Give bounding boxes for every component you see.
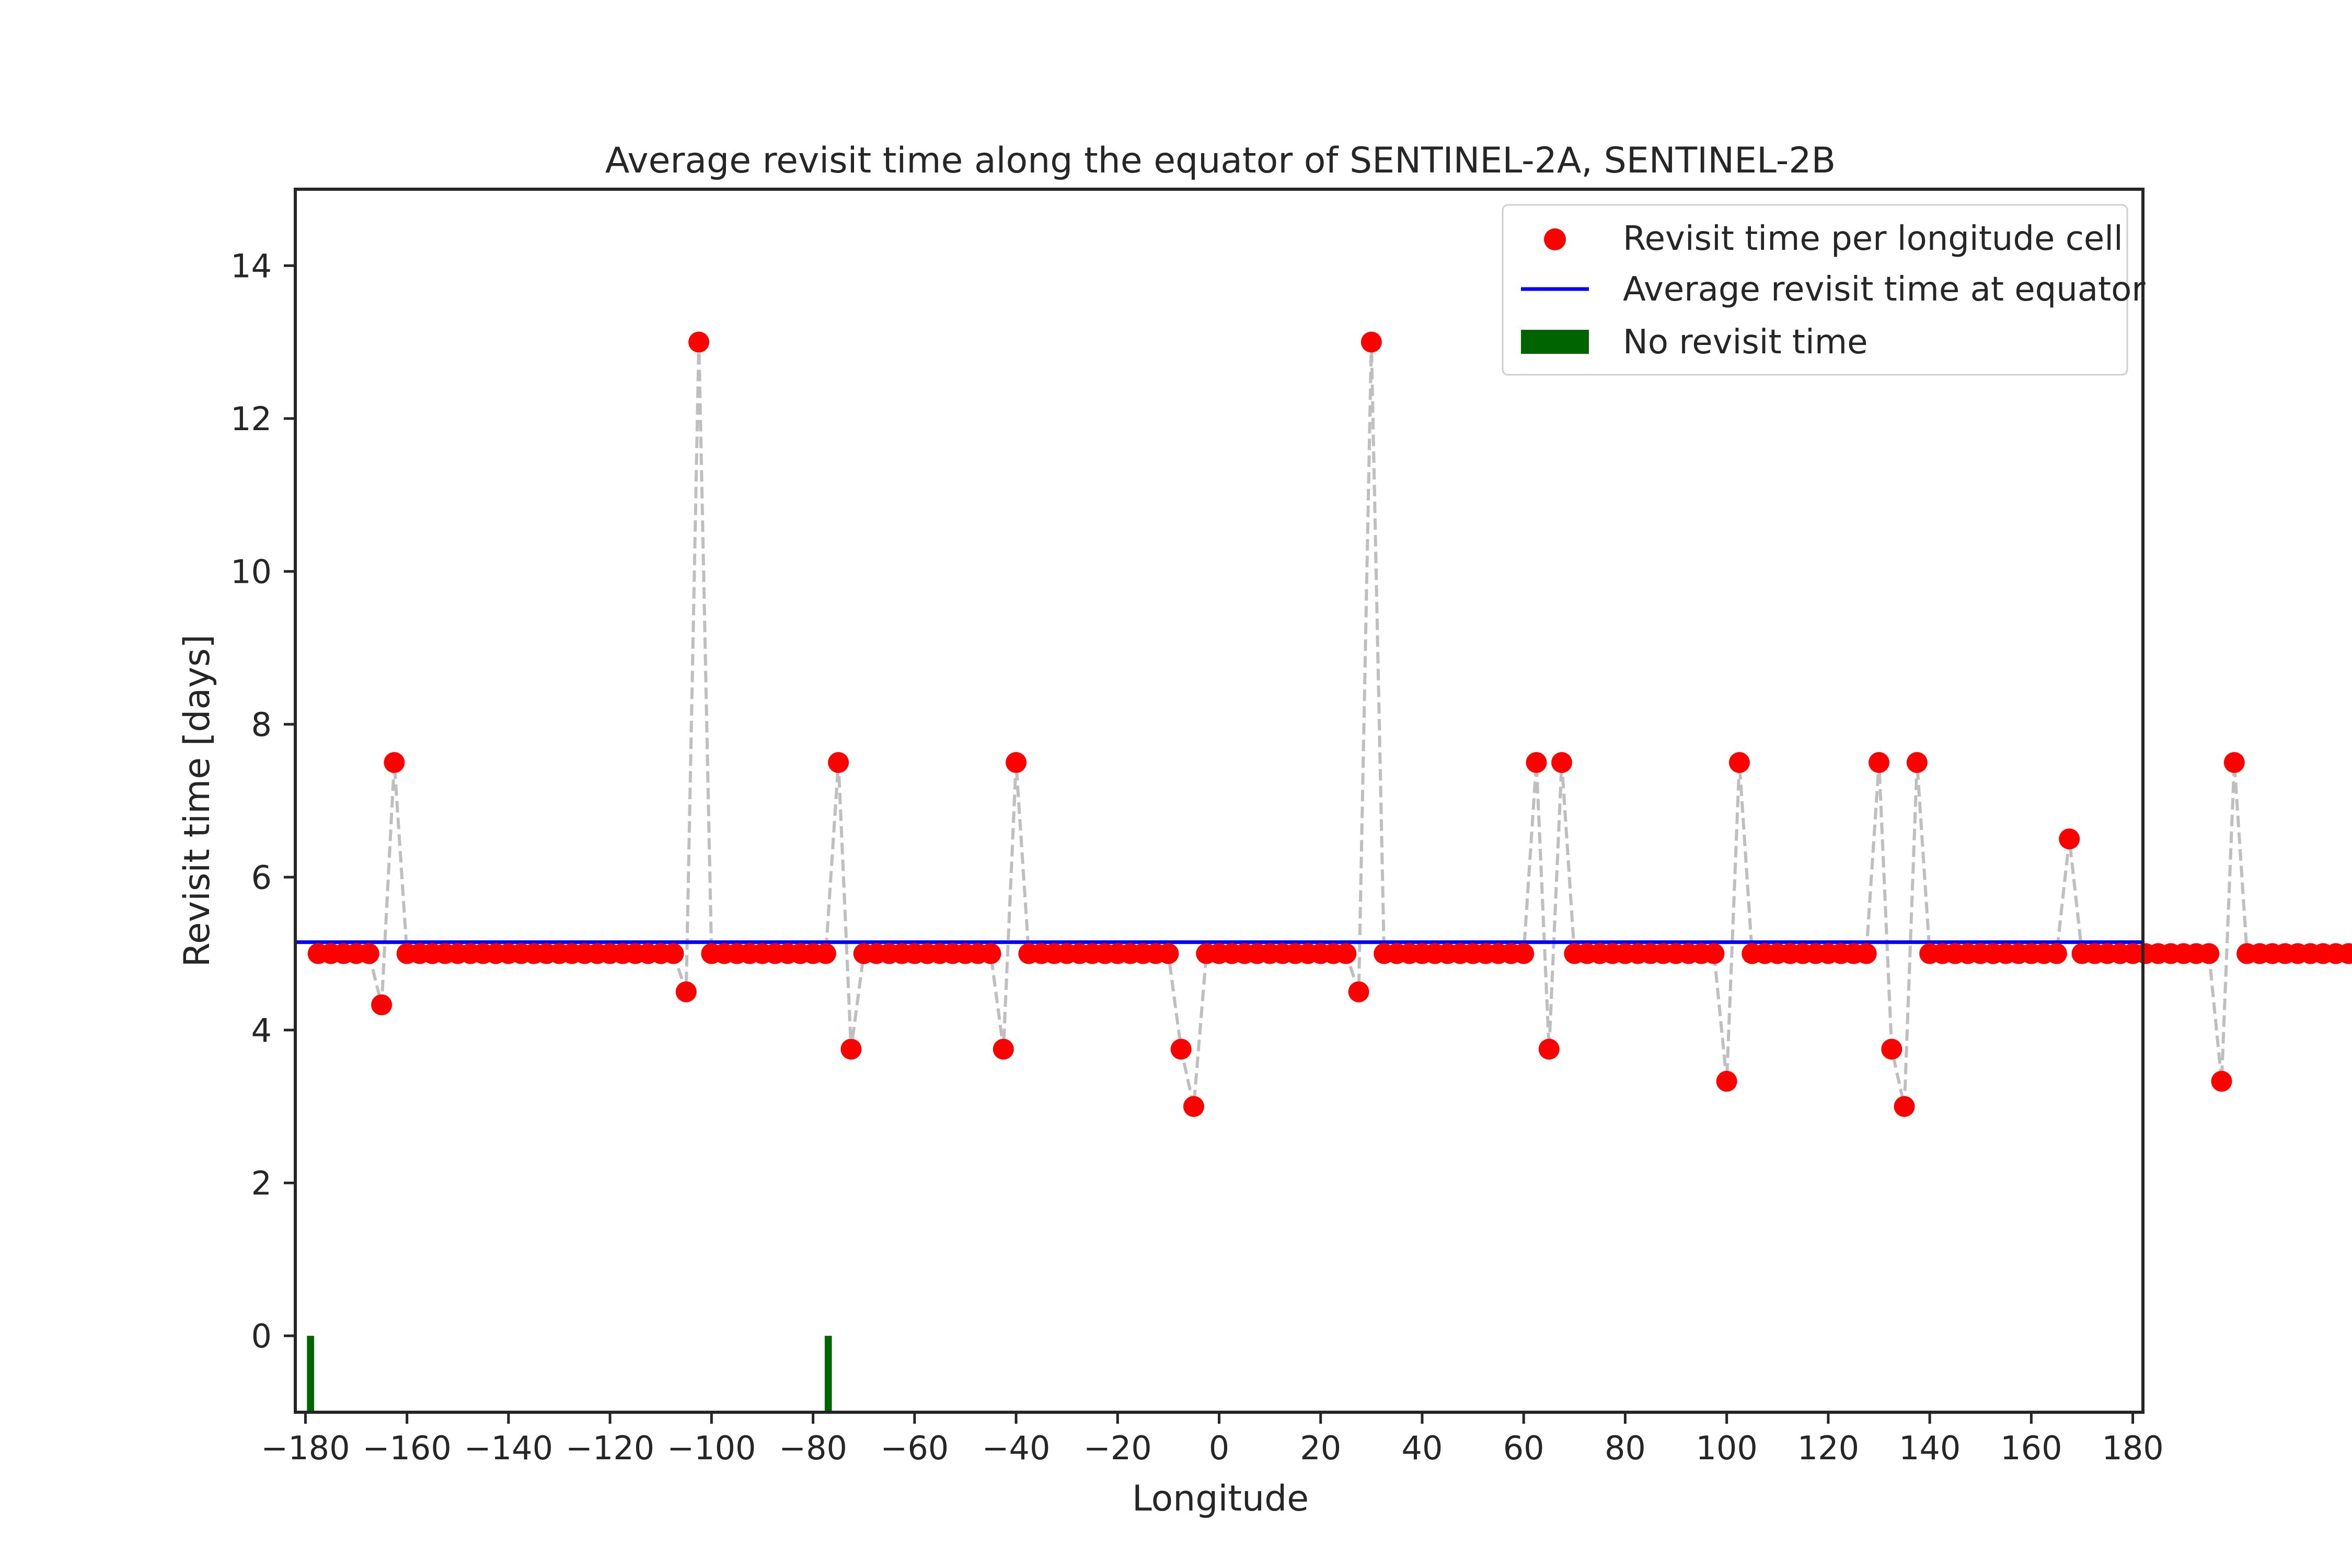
x-tick-label: 20 [1300,1429,1341,1467]
revisit-point [815,943,836,964]
revisit-point [1361,331,1382,353]
revisit-point [2046,943,2067,964]
revisit-point [1881,1039,1903,1060]
y-tick-label: 14 [230,247,272,285]
x-tick-label: −40 [982,1429,1051,1467]
revisit-point [1894,1096,1915,1117]
x-axis-label: Longitude [1132,1478,1309,1519]
legend-label-average: Average revisit time at equator [1623,270,2146,309]
x-tick-label: 100 [1696,1429,1757,1467]
legend-marker-no-revisit [1521,330,1589,354]
no-revisit-bar [824,1335,832,1412]
revisit-point [2338,943,2352,964]
revisit-point [2223,752,2245,773]
revisit-point [1855,943,1877,964]
x-tick-label: −140 [464,1429,553,1467]
y-tick-label: 6 [251,858,272,896]
x-tick-label: 80 [1605,1429,1646,1467]
x-tick-label: 160 [2000,1429,2062,1467]
revisit-point [1716,1070,1737,1092]
x-tick-label: 180 [2102,1429,2163,1467]
y-tick-label: 4 [251,1011,272,1050]
y-axis: 0 2 4 6 8 10 12 14 [230,247,295,1355]
revisit-point [1869,752,1889,773]
x-tick-label: −180 [261,1429,350,1467]
legend-marker-points [1544,228,1566,250]
revisit-point [1158,943,1179,964]
x-tick-label: −160 [363,1429,452,1467]
revisit-point [980,943,1001,964]
legend-box [1502,204,2128,376]
revisit-point [1335,943,1357,964]
revisit-point [2198,943,2220,964]
revisit-point [840,1039,862,1060]
revisit-point [828,752,849,773]
revisit-point [1526,752,1547,773]
legend-label-points: Revisit time per longitude cell [1623,220,2123,258]
legend-label-no-revisit: No revisit time [1623,323,1867,362]
y-tick-label: 12 [230,400,272,438]
revisit-point [1183,1096,1204,1117]
revisit-point [1703,943,1725,964]
revisit-point [1170,1039,1192,1060]
plot-area [295,331,2352,1412]
x-tick-label: −120 [566,1429,654,1467]
chart-title: Average revisit time along the equator o… [605,140,1836,181]
revisit-point [1906,752,1928,773]
y-tick-label: 10 [230,552,272,591]
x-tick-label: −20 [1083,1429,1152,1467]
revisit-point [1348,981,1369,1002]
revisit-point [993,1039,1014,1060]
revisit-point [2059,828,2080,850]
x-axis: −180 −160 −140 −120 −100 −80 −60 −40 −20 0 20 40 60 8… [261,1412,2164,1467]
revisit-point [371,994,393,1016]
revisit-point [1551,752,1573,773]
x-tick-label: 140 [1899,1429,1961,1467]
revisit-point [2350,949,2352,959]
x-tick-label: 60 [1503,1429,1544,1467]
revisit-point [688,331,710,353]
revisit-point [1728,752,1750,773]
revisit-point [2211,1070,2232,1092]
x-tick-label: −60 [880,1429,949,1467]
revisit-point [358,943,379,964]
revisit-point [1006,752,1027,773]
y-tick-label: 0 [251,1317,272,1355]
revisit-point [675,981,697,1002]
y-tick-label: 8 [251,706,272,744]
x-tick-label: 40 [1402,1429,1443,1467]
revisit-point [1513,943,1535,964]
x-tick-label: −80 [779,1429,847,1467]
x-tick-label: −100 [667,1429,756,1467]
no-revisit-bar [307,1335,314,1412]
y-tick-label: 2 [251,1164,272,1202]
revisit-point [384,752,405,773]
y-axis-label: Revisit time [days] [177,635,218,967]
legend: Revisit time per longitude cell Average … [1502,204,2146,376]
revisit-point [663,943,684,964]
revisit-point [1538,1039,1560,1060]
x-tick-label: 0 [1209,1429,1229,1467]
x-tick-label: 120 [1797,1429,1859,1467]
